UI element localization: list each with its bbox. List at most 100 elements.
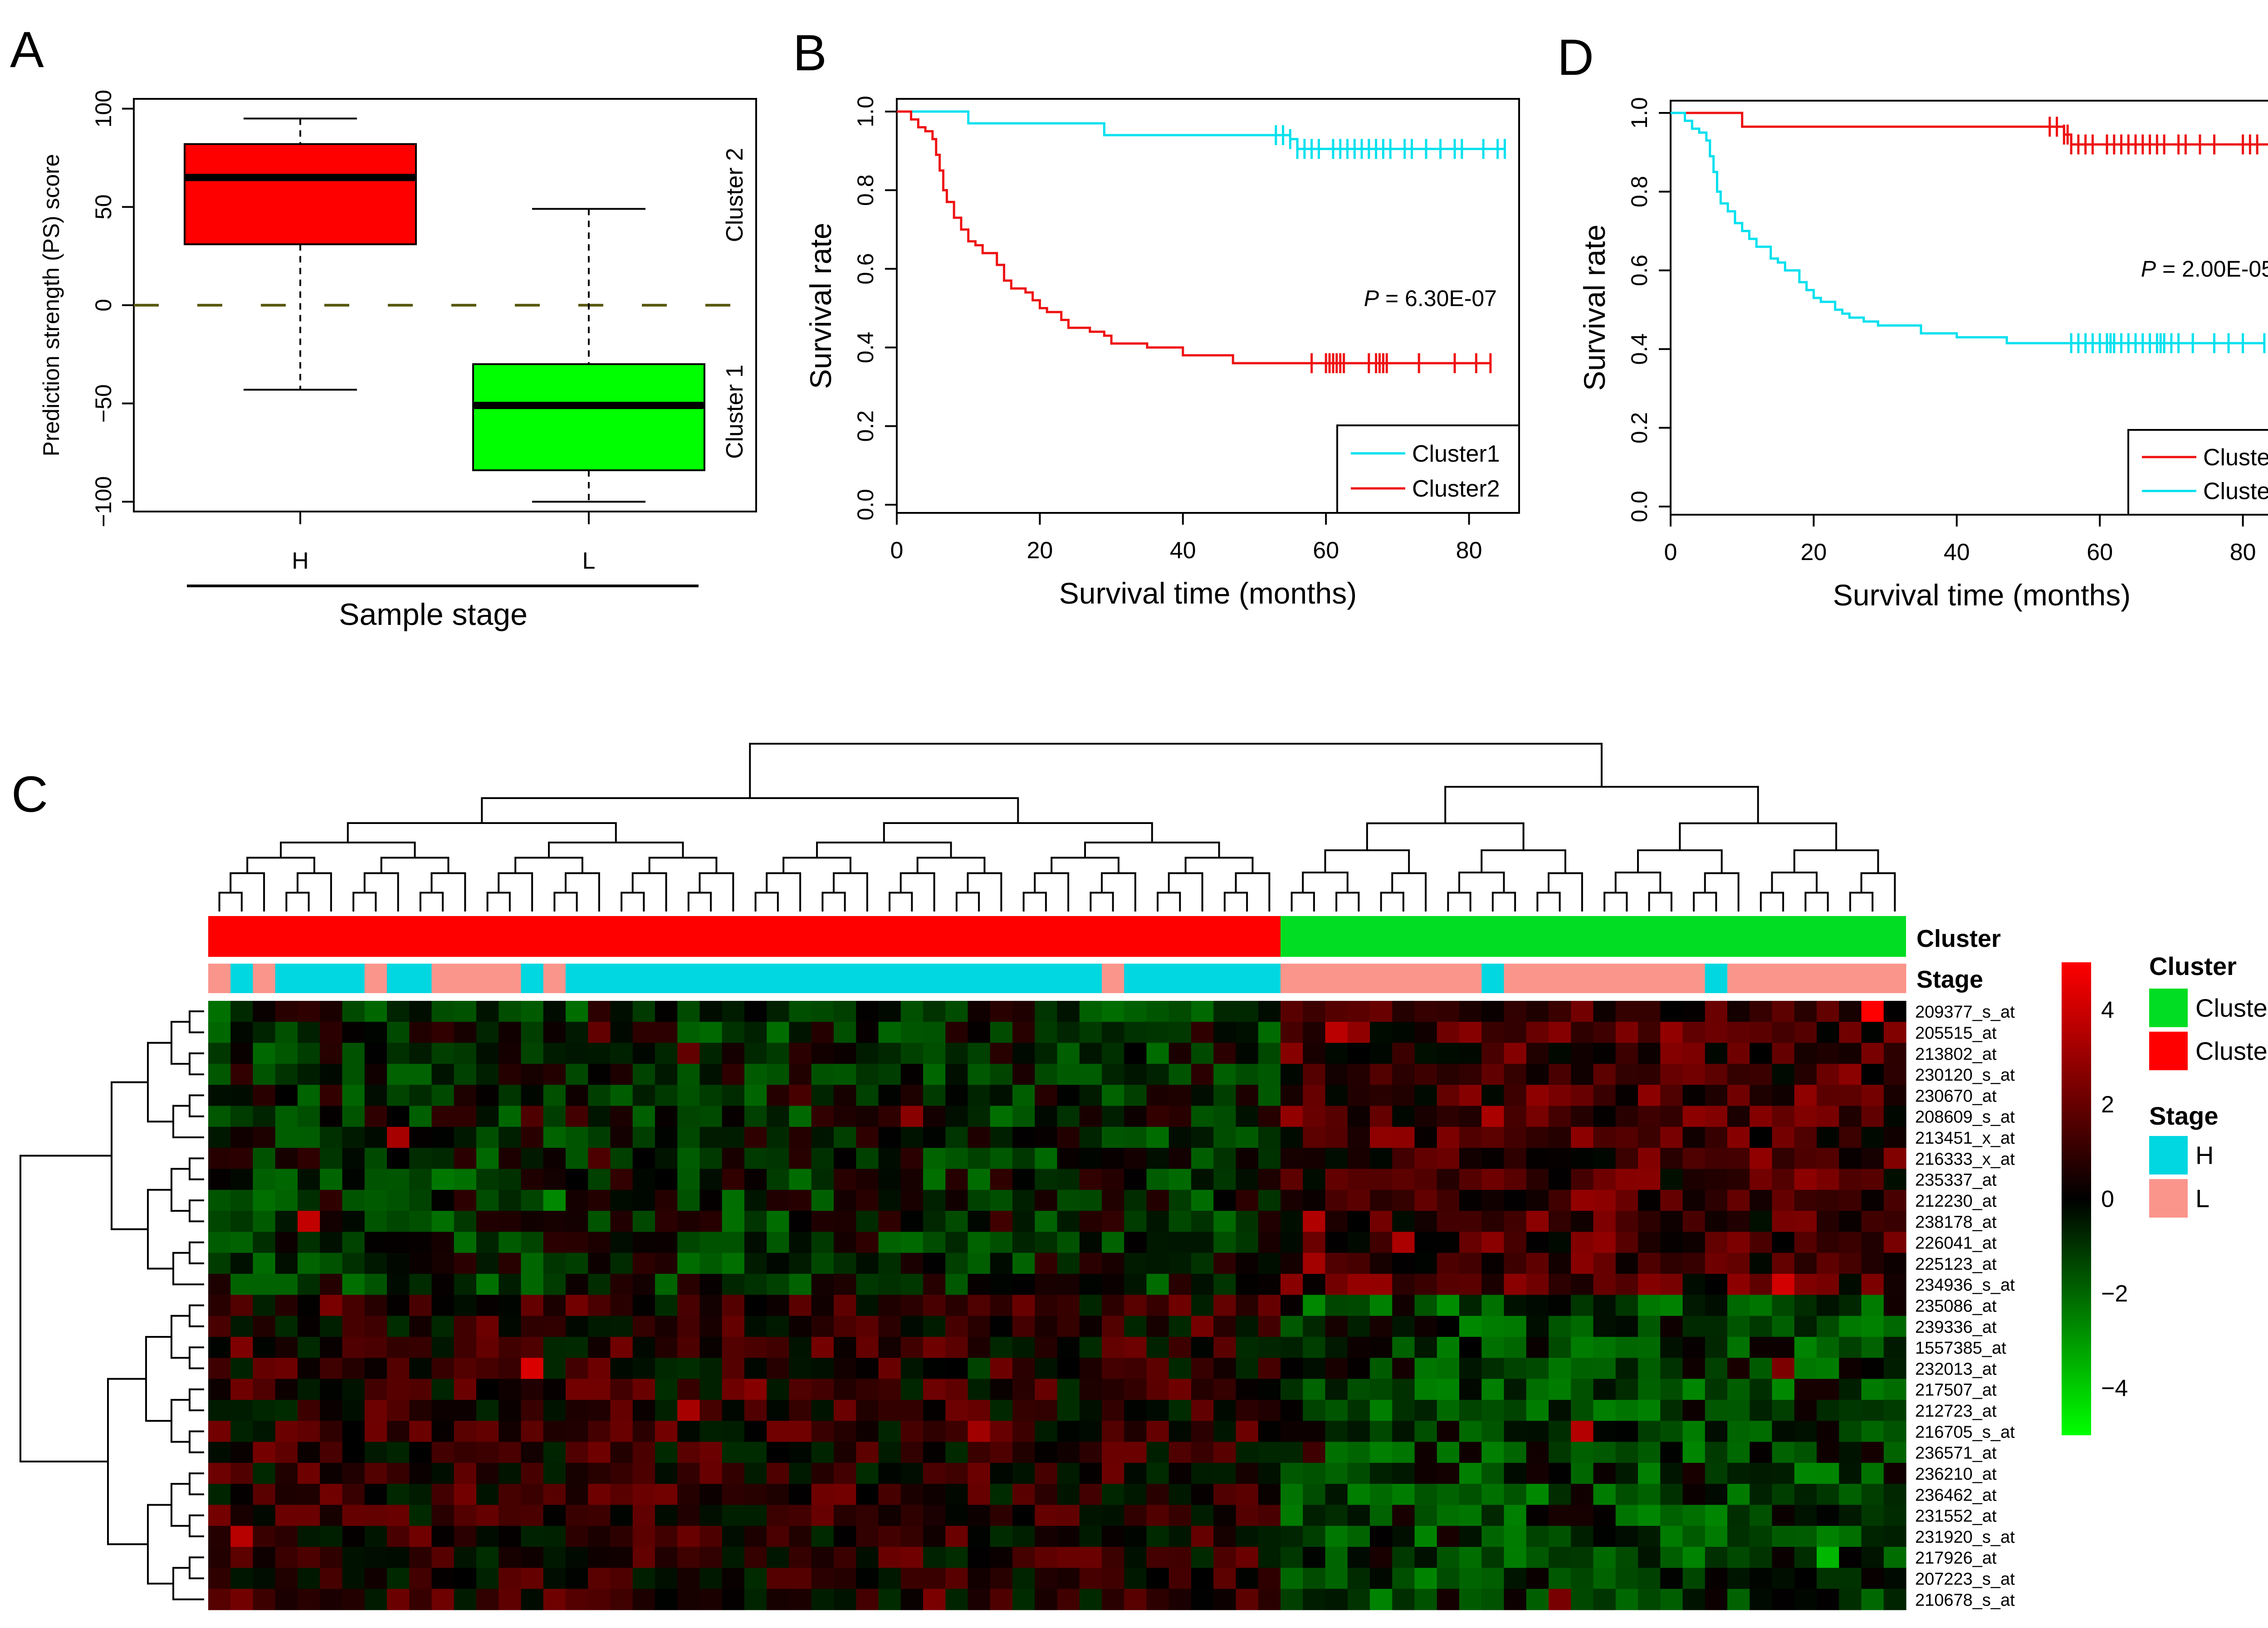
heatmap-cell (342, 1169, 365, 1190)
heatmap-cell (1861, 1126, 1884, 1148)
heatmap-cell (1168, 1505, 1192, 1526)
heatmap-cell (1035, 1148, 1058, 1170)
heatmap-cell (1481, 1379, 1505, 1400)
heatmap-cell (1236, 1547, 1259, 1568)
heatmap-cell (1035, 1211, 1058, 1233)
heatmap-cell (387, 1589, 410, 1610)
heatmap-cell (1705, 1547, 1728, 1568)
heatmap-cell (1593, 1169, 1616, 1190)
heatmap-cell (1012, 1589, 1035, 1610)
heatmap-cell (1392, 1484, 1415, 1506)
heatmap-cell (610, 1421, 633, 1443)
heatmap-cell (1325, 1316, 1348, 1337)
heatmap-cell (923, 1043, 946, 1064)
heatmap-cell (900, 1232, 924, 1253)
heatmap-cell (320, 1106, 343, 1127)
heatmap-cell (1817, 1253, 1839, 1274)
dendrogram-branch (285, 892, 310, 911)
heatmap-cell (767, 1421, 790, 1443)
dendrogram-branch (754, 892, 779, 911)
heatmap-cell (1102, 1526, 1124, 1547)
heatmap-cell (1638, 1022, 1661, 1043)
heatmap-cell (834, 1043, 856, 1064)
heatmap-cell (1437, 1126, 1460, 1148)
heatmap-cell (834, 1106, 856, 1127)
heatmap-cell (1504, 1043, 1527, 1064)
heatmap-cell (543, 1462, 566, 1484)
heatmap-cell (878, 1106, 901, 1127)
heatmap-cell (811, 1106, 834, 1127)
heatmap-cell (1750, 1022, 1773, 1043)
heatmap-cell (1057, 1358, 1080, 1379)
heatmap-cell (1615, 1232, 1638, 1253)
heatmap-cell (968, 1421, 991, 1443)
heatmap-cell (1437, 1462, 1460, 1484)
heatmap-cell (566, 1022, 588, 1043)
heatmap-cell (1861, 1106, 1884, 1127)
heatmap-cell (1325, 1568, 1348, 1589)
heatmap-cell (1593, 1022, 1616, 1043)
heatmap-cell (1281, 1043, 1303, 1064)
heatmap-cell (230, 1106, 254, 1127)
heatmap-cell (945, 1316, 968, 1337)
heatmap-cell (1727, 1484, 1750, 1506)
legend-cluster-title: Cluster (2149, 952, 2237, 980)
heatmap-cell (1861, 1253, 1884, 1274)
heatmap-cell (1861, 1001, 1884, 1022)
x-tick-label: 20 (1800, 539, 1827, 565)
heatmap-cell (566, 1043, 588, 1064)
heatmap-cell (387, 1274, 410, 1295)
heatmap-cell (1191, 1379, 1214, 1400)
heatmap-cell (1481, 1442, 1505, 1463)
heatmap-cell (945, 1211, 968, 1233)
heatmap-cell (454, 1232, 477, 1253)
heatmap-cell (677, 1484, 700, 1506)
heatmap-cell (1191, 1211, 1214, 1233)
heatmap-cell (1102, 1274, 1124, 1295)
heatmap-cell (1213, 1148, 1237, 1170)
heatmap-cell (990, 1148, 1013, 1170)
heatmap-cell (1772, 1211, 1795, 1233)
heatmap-cell (789, 1106, 812, 1127)
heatmap-cell (677, 1022, 700, 1043)
heatmap-cell (1035, 1358, 1058, 1379)
heatmap-cell (476, 1022, 499, 1043)
heatmap-cell (588, 1462, 611, 1484)
heatmap-cell (1593, 1462, 1616, 1484)
heatmap-cell (1347, 1462, 1370, 1484)
heatmap-cell (1191, 1547, 1214, 1568)
heatmap-cell (1414, 1001, 1437, 1022)
heatmap-cell (1325, 1547, 1348, 1568)
heatmap-cell (1281, 1274, 1303, 1295)
heatmap-cell (431, 1526, 455, 1547)
heatmap-cell (1057, 1253, 1080, 1274)
heatmap-cell (1079, 1399, 1102, 1421)
heatmap-cell (610, 1085, 633, 1106)
heatmap-cell (1615, 1526, 1638, 1547)
heatmap-cell (543, 1505, 566, 1526)
heatmap-cell (1839, 1253, 1862, 1274)
heatmap-cell (900, 1442, 924, 1463)
heatmap-cell (923, 1295, 946, 1316)
heatmap-cell (1839, 1358, 1862, 1379)
heatmap-cell (230, 1526, 254, 1547)
heatmap-cell (1682, 1421, 1706, 1443)
heatmap-cell (1437, 1399, 1460, 1421)
heatmap-cell (1102, 1106, 1124, 1127)
heatmap-cell (1883, 1336, 1906, 1358)
heatmap-cell (789, 1232, 812, 1253)
heatmap-cell (364, 1126, 387, 1148)
heatmap-cell (1079, 1001, 1102, 1022)
heatmap-cell (1012, 1063, 1035, 1085)
heatmap-cell (1593, 1505, 1616, 1526)
heatmap-cell (342, 1126, 365, 1148)
heatmap-cell (677, 1399, 700, 1421)
heatmap-cell (1549, 1189, 1571, 1211)
heatmap-cell (1213, 1336, 1237, 1358)
y-tick-label: 100 (91, 90, 116, 127)
heatmap-cell (1593, 1232, 1616, 1253)
heatmap-cell (1705, 1189, 1728, 1211)
heatmap-cell (878, 1526, 901, 1547)
heatmap-cell (1414, 1063, 1437, 1085)
heatmap-cell (208, 1043, 231, 1064)
